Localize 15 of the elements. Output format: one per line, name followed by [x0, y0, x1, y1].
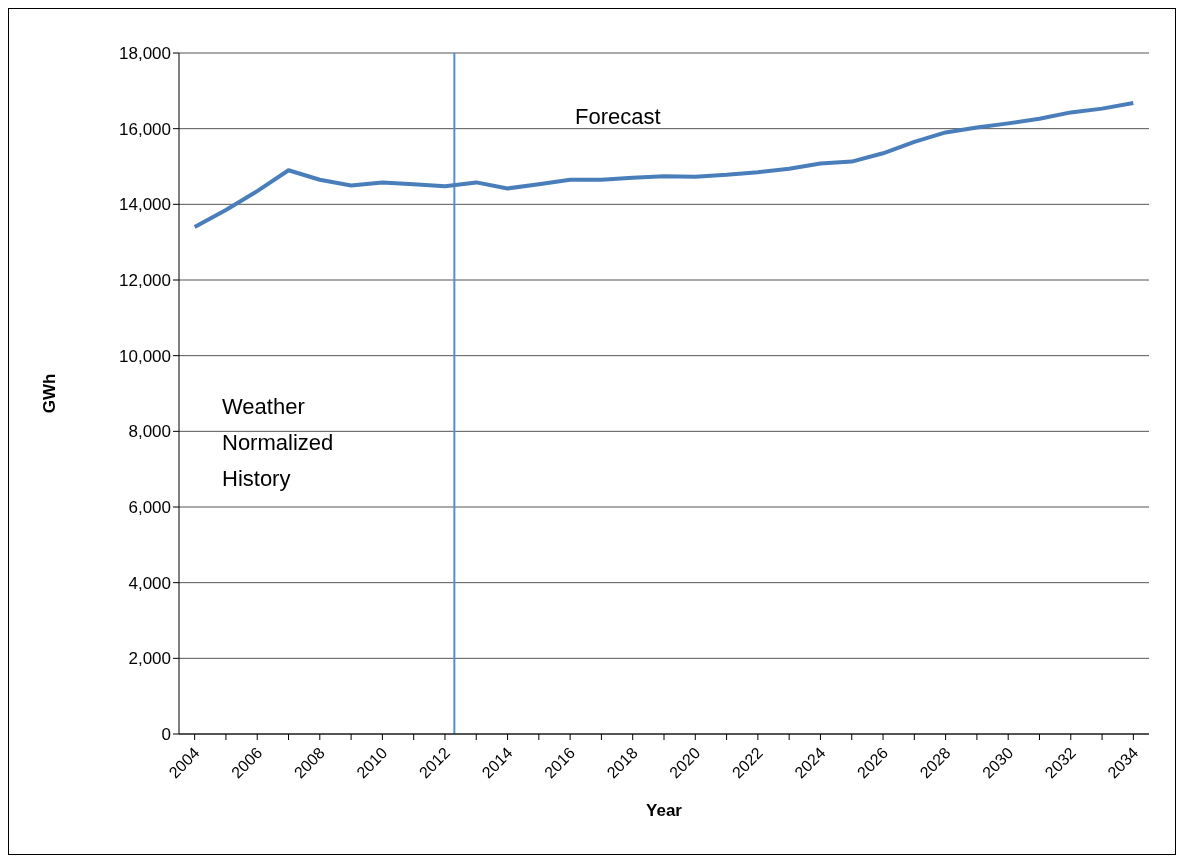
y-tick-label: 14,000 — [119, 195, 171, 215]
annotation: Forecast — [575, 103, 662, 131]
y-tick-label: 2,000 — [128, 649, 171, 669]
y-tick-label: 18,000 — [119, 44, 171, 64]
y-tick-label: 0 — [161, 725, 171, 745]
y-tick-label: 8,000 — [128, 422, 171, 442]
y-tick-label: 6,000 — [128, 498, 171, 518]
y-tick-label: 12,000 — [119, 271, 171, 291]
y-tick-label: 4,000 — [128, 573, 171, 593]
y-axis-title: GWh — [40, 373, 60, 414]
y-tick-label: 10,000 — [119, 346, 171, 366]
y-tick-label: 16,000 — [119, 119, 171, 139]
annotation: Weather Normalized History — [222, 393, 335, 493]
x-axis-title: Year — [646, 801, 683, 820]
line-series — [192, 100, 1136, 230]
